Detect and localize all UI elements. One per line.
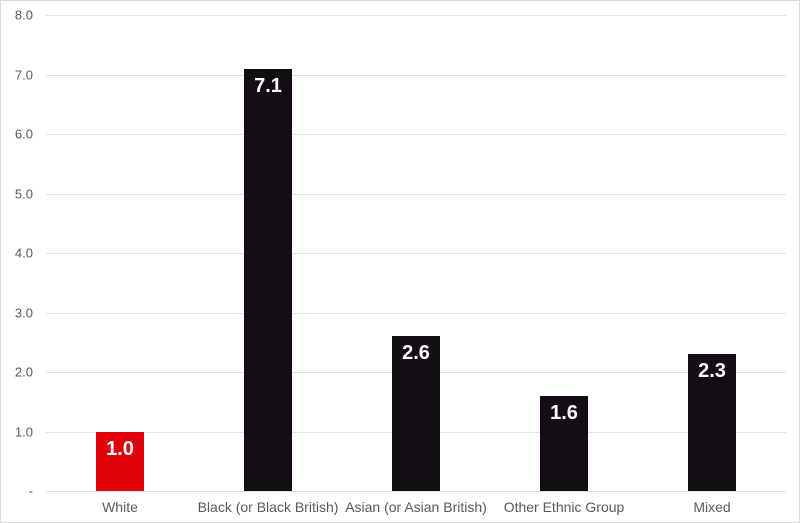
y-axis-tick-label: 7.0: [14, 67, 33, 82]
bar-value-label: 1.6: [550, 401, 578, 424]
bar-asian-or-asian-british[interactable]: 2.6: [392, 336, 440, 491]
bar-white[interactable]: 1.0: [96, 431, 144, 491]
bar-value-label: 2.3: [698, 360, 726, 383]
y-axis-tick-label: 3.0: [14, 305, 33, 320]
y-axis-tick-label: 5.0: [14, 186, 33, 201]
x-axis-label: Other Ethnic Group: [503, 499, 625, 515]
x-axis-label: White: [102, 499, 138, 515]
x-axis-label: Mixed: [693, 499, 731, 515]
gridline: [46, 312, 786, 314]
y-axis-tick-label: 2.0: [14, 364, 33, 380]
bar-other-ethnic-group[interactable]: 1.6: [540, 395, 588, 491]
x-axis: White Black (or Black British) Asian (or A…: [46, 497, 786, 521]
gridline: [46, 134, 786, 135]
y-axis-tick-label: -: [28, 483, 33, 499]
gridline: [46, 74, 786, 76]
bar-value-label: 2.6: [402, 342, 430, 365]
gridline: [46, 253, 786, 254]
bar-black-or-black-british[interactable]: 7.1: [244, 68, 292, 491]
y-axis-tick-label: 1.0: [14, 424, 33, 439]
bar-mixed[interactable]: 2.3: [688, 354, 736, 491]
y-axis-tick-label: 8.0: [14, 7, 33, 23]
x-axis-baseline: [46, 491, 786, 492]
x-axis-label: Asian (or Asian British): [345, 499, 487, 515]
gridline: [46, 15, 786, 16]
gridline: [46, 193, 786, 195]
x-axis-label: Black (or Black British): [197, 499, 339, 515]
plot-area: 8.0 7.0 6.0 5.0 4.0 3.0 2.0 1.0 - 1.0 7.1 2.6 1.6 2.3: [15, 9, 786, 498]
bar-value-label: 7.1: [254, 74, 282, 97]
y-axis-tick-label: 6.0: [14, 126, 33, 142]
y-axis-tick-label: 4.0: [14, 245, 33, 261]
bar-value-label: 1.0: [106, 437, 134, 460]
